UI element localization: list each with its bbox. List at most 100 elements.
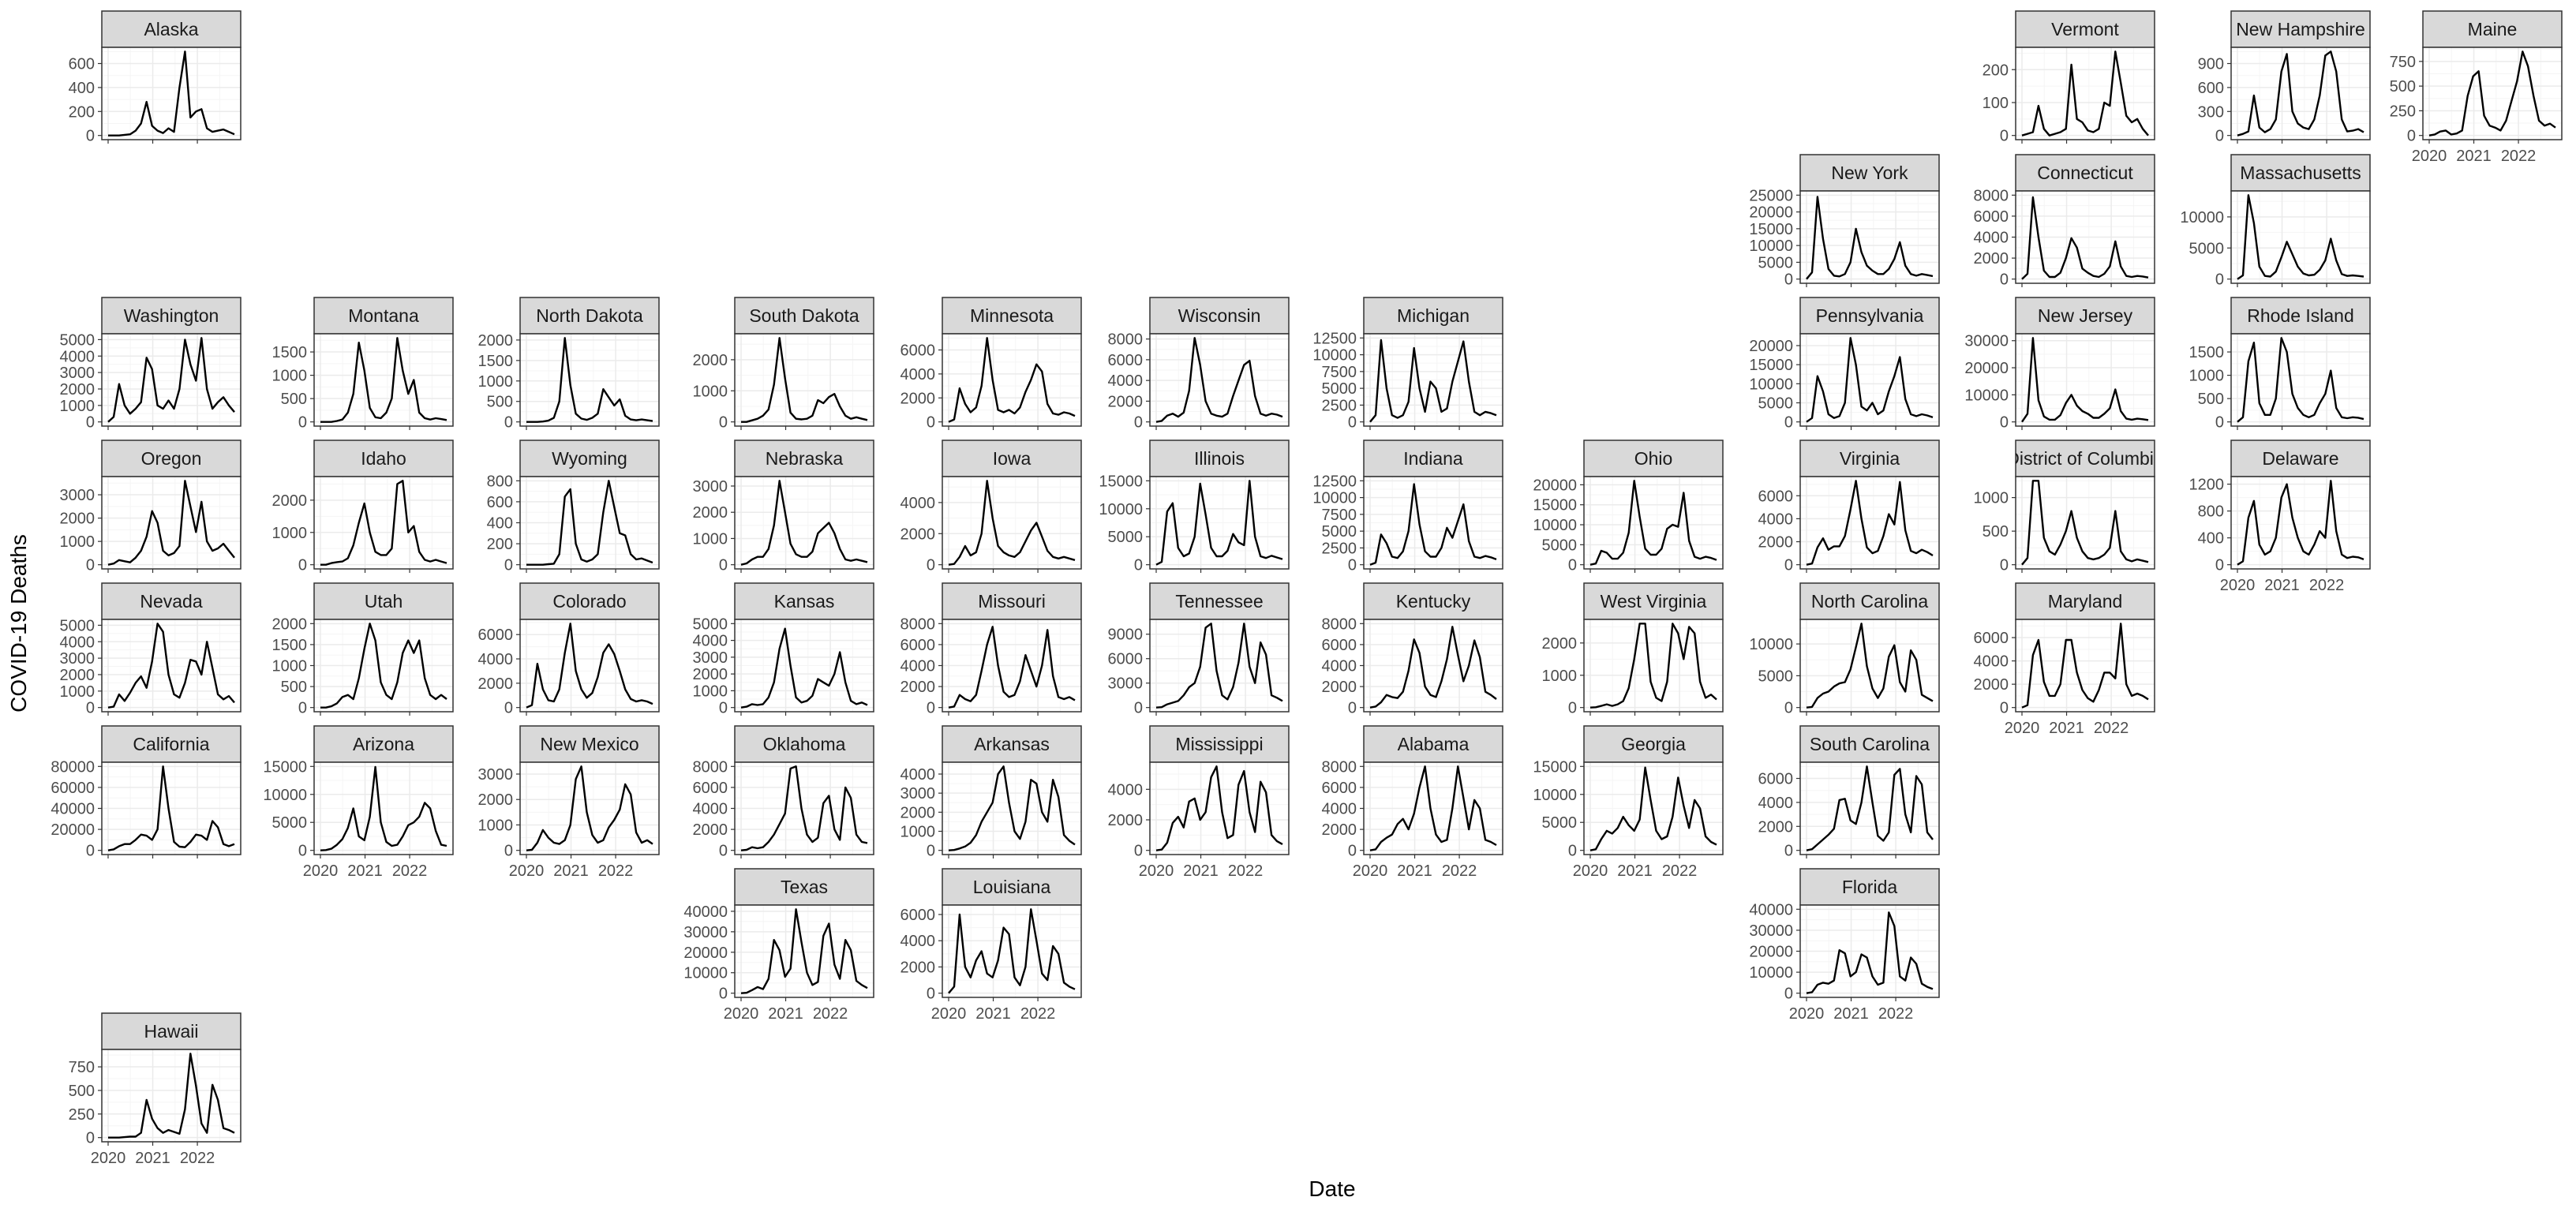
y-tick-label: 0 (1568, 843, 1577, 860)
y-tick-label: 500 (2390, 78, 2416, 95)
x-tick-label: 2021 (1617, 862, 1653, 880)
y-tick-label: 4000 (478, 651, 514, 668)
y-tick-label: 800 (2198, 503, 2224, 521)
facet-illinois: Illinois 0 5000 10000 15000 (1099, 440, 1290, 574)
panel-border (942, 904, 1082, 998)
facet-strip-label: Pennsylvania (1816, 305, 1924, 326)
y-tick-label: 15000 (1749, 357, 1793, 374)
facet-alaska: Alaska 0 200 400 600 (69, 10, 242, 145)
y-tick-label: 0 (504, 414, 513, 432)
series-line (740, 765, 868, 851)
facet-virginia: Virginia 0 2000 4000 6000 (1758, 440, 1940, 574)
y-tick-label: 1000 (272, 368, 308, 385)
facet-strip-label: Delaware (2262, 448, 2338, 469)
y-tick-label: 2000 (478, 332, 514, 350)
y-tick-label: 500 (281, 679, 307, 696)
y-tick-label: 6000 (900, 907, 936, 924)
panel-border (1363, 476, 1503, 570)
y-tick-label: 0 (1348, 414, 1357, 432)
y-tick-label: 500 (69, 1083, 95, 1100)
facet-strip-label: Washington (124, 305, 219, 326)
y-tick-label: 6000 (1974, 208, 2009, 226)
panel-border (2422, 47, 2563, 140)
facet-strip (1363, 440, 1503, 477)
facet-hawaii: Hawaii 0 250 500 750 2020 2021 2022 (69, 1012, 242, 1167)
series-line (320, 623, 447, 709)
facet-strip (2230, 440, 2371, 477)
facet-north-carolina: North Carolina 0 5000 10000 (1749, 582, 1940, 717)
facet-ohio: Ohio 0 5000 10000 15000 20000 (1533, 440, 1724, 574)
series-line (1155, 337, 1283, 423)
panel-border (942, 476, 1082, 570)
y-tick-label: 5000 (1758, 254, 1794, 271)
y-tick-label: 10000 (1312, 490, 1357, 507)
y-tick-label: 40000 (51, 801, 95, 818)
y-tick-label: 25000 (1749, 187, 1793, 204)
y-tick-label: 0 (927, 986, 935, 1003)
series-line (108, 1053, 235, 1139)
y-tick-label: 2500 (1322, 540, 1357, 557)
x-tick-label: 2022 (1228, 862, 1264, 880)
y-tick-label: 20000 (1749, 944, 1793, 961)
y-tick-label: 2000 (900, 959, 936, 976)
facet-strip (101, 582, 242, 620)
facet-strip-label: Rhode Island (2247, 305, 2354, 326)
x-tick-label: 2021 (2456, 148, 2492, 165)
facet-strip (313, 297, 454, 335)
facet-strip (519, 725, 660, 763)
panel-border (1363, 619, 1503, 713)
panel-border (313, 619, 454, 713)
y-tick-label: 0 (719, 843, 728, 860)
y-tick-label: 1500 (2189, 344, 2225, 361)
y-tick-label: 5000 (1322, 523, 1357, 541)
facet-strip (1149, 440, 1290, 477)
facet-strip (101, 725, 242, 763)
y-tick-label: 1000 (693, 683, 728, 700)
facet-strip-label: Alabama (1398, 734, 1470, 754)
y-tick-label: 5000 (60, 617, 95, 634)
y-tick-label: 0 (1784, 271, 1793, 289)
x-tick-label: 2020 (303, 862, 339, 880)
y-tick-label: 5000 (1758, 668, 1794, 685)
facet-california: California 0 20000 40000 60000 80000 (51, 725, 242, 860)
y-tick-label: 6000 (1758, 771, 1794, 788)
panel-background (314, 477, 453, 569)
y-tick-label: 0 (298, 843, 307, 860)
facet-strip (1799, 440, 1940, 477)
facet-strip (1363, 297, 1503, 335)
facet-mississippi: Mississippi 0 2000 4000 2020 2021 2022 (1108, 725, 1290, 880)
y-tick-label: 1000 (693, 383, 728, 400)
panel-border (734, 904, 874, 998)
x-tick-label: 2020 (1139, 862, 1174, 880)
y-tick-label: 200 (69, 103, 95, 121)
facet-strip-label: Georgia (1621, 734, 1686, 754)
y-tick-label: 1000 (60, 683, 95, 701)
y-tick-label: 10000 (1749, 964, 1793, 982)
facet-maine: Maine 0 250 500 750 2020 2021 2022 (2390, 10, 2563, 165)
facet-arizona: Arizona 0 5000 10000 15000 2020 2021 2022 (263, 725, 454, 880)
series-line (108, 50, 235, 137)
y-tick-label: 8000 (900, 615, 936, 633)
facet-strip-label: Minnesota (970, 305, 1054, 326)
facet-strip (942, 868, 1082, 906)
facet-strip-label: North Carolina (1811, 591, 1928, 612)
y-tick-label: 0 (1784, 700, 1793, 717)
y-tick-label: 2000 (1322, 679, 1357, 696)
series-line (526, 623, 653, 709)
y-tick-label: 5000 (1542, 537, 1578, 554)
y-tick-label: 1500 (272, 637, 308, 654)
panel-background (2231, 47, 2370, 140)
x-tick-label: 2022 (392, 862, 428, 880)
y-tick-label: 250 (2390, 103, 2416, 120)
panel-border (519, 476, 660, 570)
facet-strip-label: Kansas (774, 591, 835, 612)
y-tick-label: 12500 (1312, 473, 1357, 490)
x-tick-label: 2022 (1020, 1005, 1056, 1023)
series-line (2021, 337, 2149, 423)
series-line (107, 623, 235, 709)
x-tick-label: 2021 (975, 1005, 1011, 1023)
y-tick-label: 800 (487, 473, 513, 490)
